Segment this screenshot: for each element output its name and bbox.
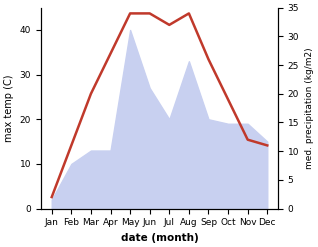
Y-axis label: max temp (C): max temp (C) (4, 74, 14, 142)
Y-axis label: med. precipitation (kg/m2): med. precipitation (kg/m2) (305, 47, 314, 169)
X-axis label: date (month): date (month) (121, 233, 198, 243)
